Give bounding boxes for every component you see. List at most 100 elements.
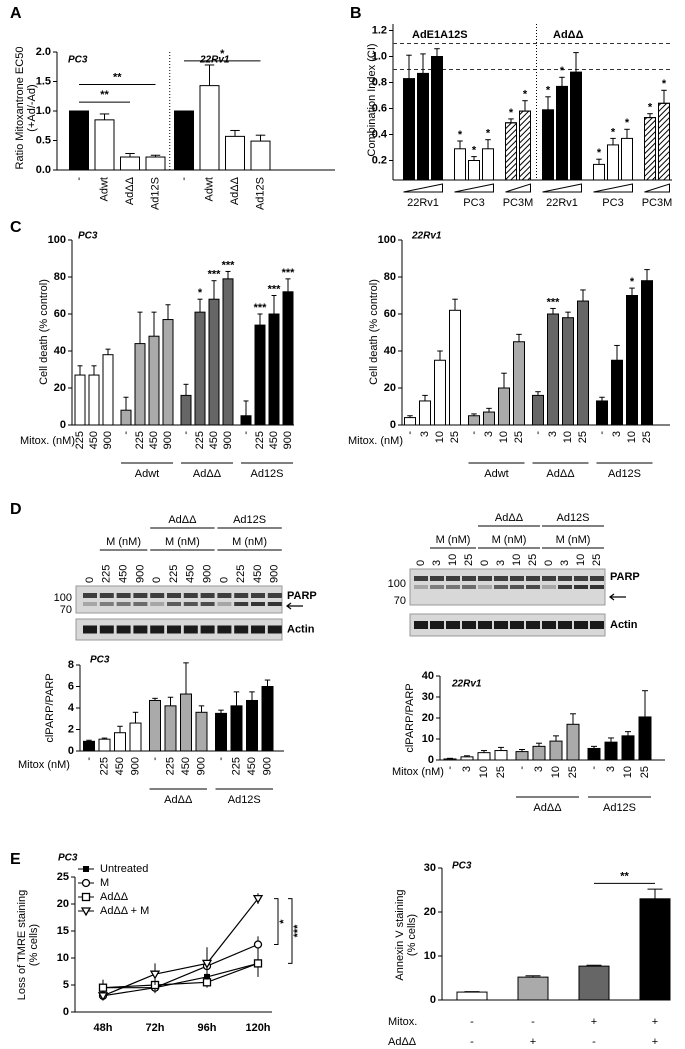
x-tick-label: 900 [102, 431, 114, 449]
band-label: Actin [287, 623, 315, 635]
band [217, 602, 232, 606]
cleaved-arrow [286, 602, 303, 610]
bar [498, 387, 510, 426]
band [234, 593, 249, 598]
size-marker: 100 [54, 592, 72, 604]
y-tick-label: 0 [60, 419, 66, 431]
treatment-label: M (nM) [436, 534, 471, 546]
y-tick-label: 0.8 [372, 76, 387, 88]
bar [477, 752, 491, 761]
x-tick-label: 10 [550, 766, 562, 778]
band [446, 585, 460, 589]
band [510, 585, 524, 589]
band [542, 621, 556, 629]
bar [120, 156, 140, 171]
dose-triangle [403, 183, 443, 193]
dose-triangle [542, 183, 582, 193]
bar [639, 898, 671, 1001]
series-line [102, 898, 259, 997]
x-tick-label: 900 [261, 757, 273, 775]
band [462, 621, 476, 629]
bar-label: *** [547, 296, 561, 308]
treatment-label: M (nM) [232, 536, 267, 548]
band [267, 602, 282, 606]
x-tick-label: 48h [94, 1022, 113, 1034]
lane-label: 10 [575, 554, 587, 566]
bar [195, 711, 208, 752]
lane-label: 225 [235, 565, 247, 583]
x-tick-label: Adwt [203, 177, 215, 201]
x-tick-label: 10 [478, 766, 490, 778]
group-label: Ad12S [250, 468, 283, 480]
lane-label: 0 [218, 577, 230, 583]
y-axis-label: Ratio Mitoxantrone EC50 [14, 47, 26, 170]
bar [454, 148, 466, 181]
bar [515, 751, 529, 761]
cleaved-arrow [609, 593, 626, 601]
bar [94, 119, 115, 171]
y-tick-label: 1.0 [372, 50, 387, 62]
virus-label: Ad12S [233, 514, 266, 526]
band [116, 593, 131, 598]
x-tick-label: 3 [419, 431, 431, 437]
lane-label: 0 [84, 577, 96, 583]
y-tick-label: 20 [57, 898, 69, 910]
bar [83, 740, 95, 752]
bar [240, 415, 252, 426]
significance-bracket [274, 898, 279, 945]
bar [129, 722, 142, 752]
lane-label: 900 [269, 565, 281, 583]
x-tick-label: 25 [495, 766, 507, 778]
x-tick-label: 225 [230, 757, 242, 775]
y-axis-label: clPARP/PARP [404, 683, 416, 752]
legend-marker [81, 878, 91, 888]
lane-label: 450 [185, 565, 197, 583]
dose-triangle [454, 183, 494, 193]
x-tick-label: 3 [605, 766, 617, 772]
y-axis-label: Loss of TMRE staining [16, 890, 28, 1000]
point [253, 959, 263, 968]
group-label: PC3M [503, 197, 534, 209]
row-value: - [470, 1036, 474, 1048]
bar [604, 741, 618, 761]
series-line [103, 962, 259, 989]
significance-label: ** [620, 870, 629, 882]
significance-label: * [278, 919, 290, 924]
legend-label: AdΔΔ [100, 891, 129, 903]
dose-triangle [644, 183, 670, 193]
bar [88, 374, 100, 426]
band [167, 625, 181, 634]
sample-label: PC3 [90, 655, 110, 666]
annotation: AdE1A12S [412, 29, 468, 41]
point [149, 970, 161, 980]
row-value: + [530, 1036, 536, 1048]
x-tick-label: - [73, 177, 85, 181]
bar [194, 311, 206, 426]
y-tick-label: 1.2 [372, 24, 387, 36]
bar [268, 313, 280, 426]
x-tick-label: 450 [148, 431, 160, 449]
point [253, 940, 263, 949]
bar [494, 750, 508, 761]
bar [134, 343, 146, 426]
bar-label: * [597, 147, 602, 159]
band [478, 585, 492, 589]
band [574, 585, 588, 589]
bar-label: * [486, 128, 491, 140]
bar [246, 699, 258, 752]
series-line [102, 943, 259, 997]
lane-label: 25 [463, 554, 475, 566]
bar [164, 705, 177, 752]
bar [230, 705, 243, 752]
x-tick-label: 450 [114, 757, 126, 775]
band [200, 593, 215, 598]
band [430, 576, 444, 581]
point [252, 894, 264, 904]
band [99, 625, 114, 634]
bar [417, 72, 429, 181]
point [201, 959, 213, 969]
y-tick-label: 0 [428, 754, 434, 766]
size-marker: 100 [388, 578, 406, 590]
bar [145, 156, 166, 171]
sample-label: 22Rv1 [451, 679, 482, 690]
